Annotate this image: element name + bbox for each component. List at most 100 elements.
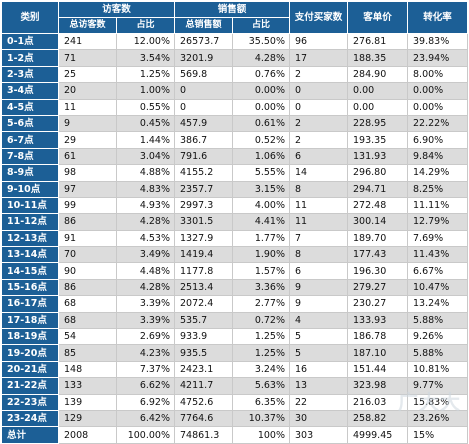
visitors-count-cell: 70 — [58, 246, 117, 264]
sales-amount-cell: 2513.4 — [174, 278, 233, 297]
unit-price-cell: 323.98 — [347, 377, 408, 395]
row-category: 11-12点 — [1, 213, 59, 231]
row-category: 1-2点 — [1, 49, 59, 67]
table-row: 2-3点 25 1.25% 569.8 0.76% 2 284.90 8.00% — [1, 65, 468, 84]
sales-share-cell: 35.50% — [232, 32, 290, 51]
visitors-count-cell: 241 — [58, 32, 117, 51]
buyers-count-cell: 9 — [289, 278, 348, 297]
unit-price-cell: 188.35 — [347, 49, 408, 67]
unit-price-cell: 276.81 — [347, 32, 408, 51]
visitors-share-cell: 6.92% — [116, 393, 175, 411]
table-row: 13-14点 70 3.49% 1419.4 1.90% 8 177.43 11.43% — [1, 246, 468, 264]
sales-share-cell: 0.76% — [232, 65, 290, 84]
table-row: 5-6点 9 0.45% 457.9 0.61% 2 228.95 22.22% — [1, 114, 468, 133]
unit-price-cell: 193.35 — [347, 131, 408, 149]
table-row: 15-16点 86 4.28% 2513.4 3.36% 9 279.27 10.47% — [1, 278, 468, 297]
sales-share-cell: 3.36% — [232, 278, 290, 297]
conversion-rate-cell: 12.79% — [407, 213, 468, 231]
sales-share-cell: 10.37% — [232, 409, 290, 428]
buyers-count-cell: 0 — [289, 98, 348, 116]
sales-share-cell: 5.63% — [232, 377, 290, 395]
visitors-share-cell: 1.25% — [116, 65, 175, 84]
conversion-rate-cell: 15.83% — [407, 393, 468, 411]
unit-price-cell: 228.95 — [347, 114, 408, 133]
sales-share-cell: 2.77% — [232, 295, 290, 313]
row-category: 3-4点 — [1, 82, 59, 100]
table-row: 1-2点 71 3.54% 3201.9 4.28% 17 188.35 23.94% — [1, 49, 468, 67]
sales-amount-cell: 933.9 — [174, 328, 233, 346]
buyers-count-cell: 2 — [289, 65, 348, 84]
buyers-count-cell: 8 — [289, 180, 348, 198]
visitors-count-cell: 148 — [58, 360, 117, 379]
visitors-count-cell: 85 — [58, 344, 117, 362]
conversion-rate-cell: 15% — [407, 426, 468, 444]
buyers-count-cell: 30 — [289, 409, 348, 428]
header-buyers: 支付买家数 — [289, 1, 348, 34]
visitors-count-cell: 29 — [58, 131, 117, 149]
visitors-count-cell: 20 — [58, 82, 117, 100]
visitors-count-cell: 2008 — [58, 426, 117, 444]
table-row: 23-24点 129 6.42% 7764.6 10.37% 30 258.82 23.26% — [1, 409, 468, 428]
row-category: 14-15点 — [1, 262, 59, 280]
unit-price-cell: 300.14 — [347, 213, 408, 231]
buyers-count-cell: 22 — [289, 393, 348, 411]
sales-amount-cell: 4211.7 — [174, 377, 233, 395]
visitors-share-cell: 2.69% — [116, 328, 175, 346]
table-row: 3-4点 20 1.00% 0 0.00% 0 0.00 0.00% — [1, 82, 468, 100]
table-row: 19-20点 85 4.23% 935.5 1.25% 5 187.10 5.88% — [1, 344, 468, 362]
row-category: 15-16点 — [1, 278, 59, 297]
sales-share-cell: 3.24% — [232, 360, 290, 379]
visitors-count-cell: 86 — [58, 213, 117, 231]
visitors-share-cell: 4.83% — [116, 180, 175, 198]
sales-amount-cell: 791.6 — [174, 147, 233, 166]
sales-amount-cell: 1327.9 — [174, 229, 233, 248]
buyers-count-cell: 303 — [289, 426, 348, 444]
row-category: 8-9点 — [1, 164, 59, 182]
sales-share-cell: 0.52% — [232, 131, 290, 149]
sales-share-cell: 1.25% — [232, 344, 290, 362]
sales-amount-cell: 2072.4 — [174, 295, 233, 313]
header-visitors-total: 总访客数 — [58, 17, 117, 34]
row-category: 12-13点 — [1, 229, 59, 248]
conversion-rate-cell: 13.24% — [407, 295, 468, 313]
header-visitors-group: 访客数 — [58, 1, 175, 18]
row-category: 6-7点 — [1, 131, 59, 149]
visitors-share-cell: 4.53% — [116, 229, 175, 248]
buyers-count-cell: 8 — [289, 246, 348, 264]
row-category: 23-24点 — [1, 409, 59, 428]
visitors-count-cell: 86 — [58, 278, 117, 297]
header-category: 类别 — [1, 1, 59, 34]
sales-amount-cell: 569.8 — [174, 65, 233, 84]
row-category: 0-1点 — [1, 32, 59, 51]
buyers-count-cell: 4 — [289, 311, 348, 330]
buyers-count-cell: 96 — [289, 32, 348, 51]
visitors-count-cell: 139 — [58, 393, 117, 411]
conversion-rate-cell: 11.43% — [407, 246, 468, 264]
sales-share-cell: 3.15% — [232, 180, 290, 198]
row-category: 18-19点 — [1, 328, 59, 346]
sales-amount-cell: 386.7 — [174, 131, 233, 149]
row-category: 7-8点 — [1, 147, 59, 166]
unit-price-cell: 0.00 — [347, 82, 408, 100]
buyers-count-cell: 16 — [289, 360, 348, 379]
buyers-count-cell: 11 — [289, 213, 348, 231]
visitors-share-cell: 0.45% — [116, 114, 175, 133]
visitors-share-cell: 1.44% — [116, 131, 175, 149]
conversion-rate-cell: 39.83% — [407, 32, 468, 51]
visitors-share-cell: 3.54% — [116, 49, 175, 67]
row-category: 17-18点 — [1, 311, 59, 330]
table-row: 21-22点 133 6.62% 4211.7 5.63% 13 323.98 9.77% — [1, 377, 468, 395]
unit-price-cell: 151.44 — [347, 360, 408, 379]
unit-price-cell: 294.71 — [347, 180, 408, 198]
table-row: 4-5点 11 0.55% 0 0.00% 0 0.00 0.00% — [1, 98, 468, 116]
header-visitors-pct: 占比 — [116, 17, 175, 34]
visitors-share-cell: 3.04% — [116, 147, 175, 166]
visitors-count-cell: 91 — [58, 229, 117, 248]
sales-share-cell: 0.00% — [232, 98, 290, 116]
sales-amount-cell: 3301.5 — [174, 213, 233, 231]
buyers-count-cell: 11 — [289, 196, 348, 215]
visitors-count-cell: 68 — [58, 311, 117, 330]
conversion-rate-cell: 0.00% — [407, 82, 468, 100]
sales-amount-cell: 0 — [174, 82, 233, 100]
visitors-share-cell: 4.23% — [116, 344, 175, 362]
